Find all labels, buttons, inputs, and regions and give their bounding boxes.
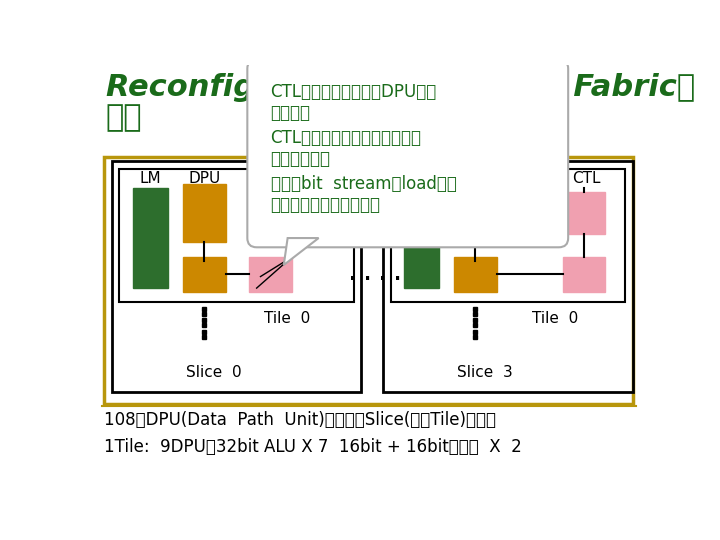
Bar xyxy=(249,257,292,292)
Bar xyxy=(454,184,497,242)
Text: CTL: CTL xyxy=(572,171,600,186)
Bar xyxy=(183,184,225,242)
Text: Slice  3: Slice 3 xyxy=(457,365,513,380)
Bar xyxy=(120,168,354,302)
Bar xyxy=(404,188,438,288)
Text: Tile  0: Tile 0 xyxy=(532,312,578,326)
Text: 108のDPU(Data  Path  Unit)が４つのSlice(各３Tile)を構成: 108のDPU(Data Path Unit)が４つのSlice(各３Tile)… xyxy=(104,411,496,429)
Bar xyxy=(104,157,632,403)
Polygon shape xyxy=(284,238,319,265)
Bar xyxy=(132,188,168,288)
Text: Slice  0: Slice 0 xyxy=(186,365,242,380)
Text: ことで構成を変えられる: ことで構成を変えられる xyxy=(271,197,381,214)
Text: CTL中の最大８命令をDPU中で: CTL中の最大８命令をDPU中で xyxy=(271,83,437,100)
Bar xyxy=(383,161,632,392)
Bar xyxy=(563,257,606,292)
Text: 令を決定可能: 令を決定可能 xyxy=(271,150,330,168)
Text: 新しいbit  streamをloadする: 新しいbit streamをloadする xyxy=(271,175,456,193)
Text: LM: LM xyxy=(140,171,161,186)
Bar xyxy=(454,257,497,292)
Text: DPU: DPU xyxy=(189,171,221,186)
Text: CTLは、同じサイクルで次の命: CTLは、同じサイクルで次の命 xyxy=(271,129,422,147)
Bar xyxy=(391,168,625,302)
Text: Tile  0: Tile 0 xyxy=(264,312,311,326)
Bar xyxy=(112,161,361,392)
Text: ....: .... xyxy=(345,261,405,285)
Bar xyxy=(183,257,225,292)
Bar xyxy=(563,192,606,234)
Text: 1Tile:  9DPU＝32bit ALU X 7  16bit + 16bit乗算器  X  2: 1Tile: 9DPU＝32bit ALU X 7 16bit + 16bit乗… xyxy=(104,438,522,456)
Text: 構造: 構造 xyxy=(106,103,142,132)
Text: 実行可能: 実行可能 xyxy=(271,104,310,122)
FancyBboxPatch shape xyxy=(248,59,568,247)
Text: Reconfigurable Processing Fabricの: Reconfigurable Processing Fabricの xyxy=(106,72,695,102)
